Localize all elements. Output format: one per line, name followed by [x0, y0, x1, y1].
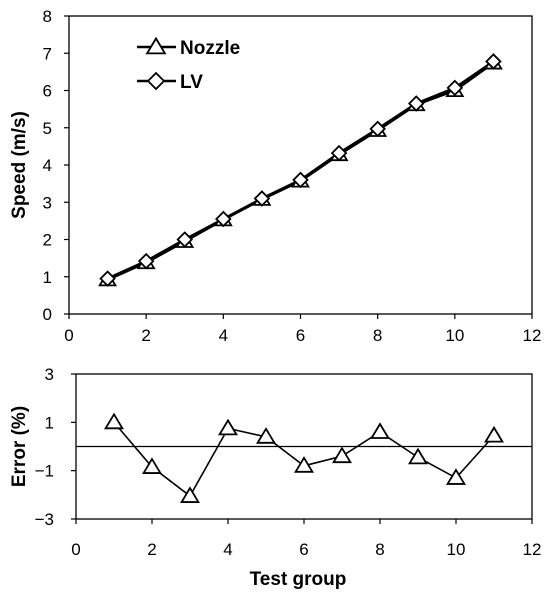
- x-tick-label: 6: [299, 540, 308, 559]
- data-point-lv: [446, 79, 464, 97]
- data-point-error: [142, 457, 162, 474]
- data-point-lv: [253, 190, 271, 207]
- data-point-error: [408, 447, 428, 465]
- series-line-lv: [107, 60, 495, 280]
- y-tick-label: 5: [43, 119, 52, 138]
- data-point-error: [484, 425, 504, 443]
- x-tick-label: 12: [523, 540, 542, 559]
- x-tick-label: 8: [373, 326, 382, 345]
- x-tick-label: 6: [296, 326, 305, 345]
- y-tick-label: 3: [45, 365, 54, 384]
- data-point-lv: [215, 210, 232, 228]
- plot-frame: [68, 15, 533, 315]
- y-tick-label: 3: [43, 193, 52, 212]
- x-tick-label: 2: [141, 326, 150, 345]
- y-tick-label: 4: [43, 156, 52, 175]
- x-tick-label: 4: [219, 326, 228, 345]
- y-tick-label: 0: [43, 305, 52, 324]
- y-tick-label: 1: [45, 413, 54, 432]
- data-point-error: [256, 427, 276, 444]
- data-point-error: [180, 486, 200, 503]
- data-point-lv: [485, 53, 502, 70]
- x-tick-label: 10: [445, 326, 464, 345]
- x-tick-label: 10: [447, 540, 466, 559]
- data-point-lv: [369, 120, 386, 138]
- data-point-lv: [330, 144, 348, 162]
- data-point-error: [370, 422, 390, 439]
- data-point-error: [218, 418, 238, 436]
- data-point-lv: [407, 95, 425, 112]
- legend: Nozzle LV: [137, 36, 240, 93]
- y-tick-label: −3: [35, 510, 54, 529]
- y-axis-title: Speed (m/s): [9, 111, 30, 219]
- data-point-lv: [176, 231, 194, 248]
- y-tick-label: 6: [43, 82, 52, 101]
- data-point-lv: [137, 252, 155, 270]
- y-tick-label: −1: [35, 462, 54, 481]
- y-tick-label: 8: [43, 7, 52, 26]
- y-tick-label: 2: [43, 231, 52, 250]
- data-point-error: [294, 456, 314, 473]
- x-tick-label: 2: [147, 540, 156, 559]
- x-tick-label: 12: [523, 326, 542, 345]
- x-tick-label: 0: [71, 540, 80, 559]
- data-point-lv: [99, 270, 116, 287]
- y-tick-label: 1: [43, 268, 52, 287]
- legend-label: Nozzle: [180, 38, 240, 59]
- x-tick-label: 0: [64, 326, 73, 345]
- legend-marker-nozzle: [145, 36, 167, 55]
- y-tick-label: 7: [43, 44, 52, 63]
- data-point-error: [332, 446, 352, 464]
- data-point-error: [104, 412, 124, 430]
- x-tick-label: 8: [375, 540, 384, 559]
- x-tick-label: 4: [223, 540, 232, 559]
- data-point-lv: [292, 171, 309, 189]
- legend-marker-lv: [146, 71, 166, 91]
- y-axis-title: Error (%): [9, 406, 30, 487]
- error-chart: 0 2 4 6 8 10 12 3 1 −1 −3 Error (%) Test group: [9, 365, 541, 590]
- data-point-error: [446, 468, 466, 485]
- x-axis-title: Test group: [250, 569, 347, 590]
- legend-label: LV: [180, 72, 203, 93]
